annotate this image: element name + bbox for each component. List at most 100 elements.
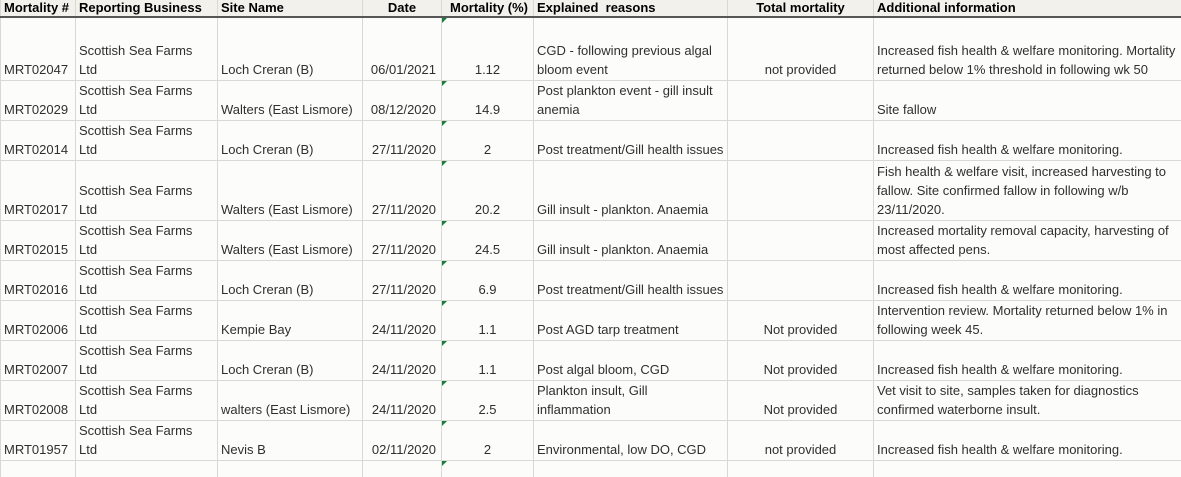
cell-reporting-business[interactable]: Scottish Sea Farms Ltd: [75, 379, 218, 421]
cell-explained-reasons[interactable]: CGD - following previous algal bloom eve…: [533, 16, 728, 81]
cell-reporting-business[interactable]: Scottish Sea Farms Ltd: [75, 159, 218, 221]
cell-date[interactable]: 24/11/2020: [362, 299, 442, 341]
column-header-reporting-business[interactable]: Reporting Business: [75, 0, 218, 18]
cell-explained-reasons[interactable]: Plankton insult, Gill inflammation: [533, 379, 728, 421]
cell-explained-reasons[interactable]: Post algal bloom, CGD: [533, 339, 728, 381]
cell-date[interactable]: 24/11/2020: [362, 339, 442, 381]
cell-mortality-pct[interactable]: 8.6: [441, 459, 534, 477]
cell-site-name[interactable]: Loch Creran (B): [217, 16, 363, 81]
cell-site-name[interactable]: Nevis B: [217, 419, 363, 461]
cell-date[interactable]: 08/12/2020: [362, 79, 442, 121]
table-row: MRT02029 Scottish Sea Farms Ltd Walters (E…: [0, 79, 1181, 121]
cell-date[interactable]: 06/01/2021: [362, 16, 442, 81]
cell-date[interactable]: 27/11/2020: [362, 219, 442, 261]
cell-site-name[interactable]: Loch Creran (B): [217, 259, 363, 301]
cell-reporting-business[interactable]: Scottish Sea Farms Ltd: [75, 299, 218, 341]
cell-additional-information[interactable]: Intervention review. Mortality returned …: [873, 299, 1181, 341]
cell-additional-information[interactable]: Increased fish health & welfare monitori…: [873, 419, 1181, 461]
cell-site-name[interactable]: Walters (East Lismore): [217, 159, 363, 221]
cell-total-mortality[interactable]: [727, 159, 874, 221]
cell-site-name[interactable]: walters (East Lismore): [217, 379, 363, 421]
cell-mortality-pct[interactable]: 2: [441, 419, 534, 461]
cell-date[interactable]: 27/11/2020: [362, 259, 442, 301]
cell-explained-reasons[interactable]: Post plankton event - gill insult anemia: [533, 79, 728, 121]
cell-mortality-pct[interactable]: 2.5: [441, 379, 534, 421]
cell-reporting-business[interactable]: Scottish Sea Farms Ltd: [75, 79, 218, 121]
cell-mortality-id[interactable]: MRT02008: [0, 379, 76, 421]
cell-date[interactable]: 27/11/2020: [362, 119, 442, 161]
cell-reporting-business[interactable]: Scottish Sea Farms Ltd: [75, 339, 218, 381]
cell-mortality-id[interactable]: MRT01956: [0, 459, 76, 477]
cell-explained-reasons[interactable]: Gill insult - plankton. Anaemia: [533, 159, 728, 221]
cell-additional-information[interactable]: Increased fish health & welfare monitori…: [873, 259, 1181, 301]
mortality-value: 2.5: [478, 401, 497, 417]
cell-mortality-id[interactable]: MRT02029: [0, 79, 76, 121]
column-header-site-name[interactable]: Site Name: [217, 0, 363, 18]
cell-explained-reasons[interactable]: Gill insult - plankton. Anaemia: [533, 219, 728, 261]
cell-reporting-business[interactable]: Scottish Sea Farms Ltd: [75, 419, 218, 461]
cell-explained-reasons[interactable]: Environmental, low DO, CGD: [533, 419, 728, 461]
cell-mortality-id[interactable]: MRT02006: [0, 299, 76, 341]
cell-additional-information[interactable]: Vet visit to site, samples taken for dia…: [873, 379, 1181, 421]
cell-mortality-pct[interactable]: 1.1: [441, 339, 534, 381]
cell-site-name[interactable]: Walters (East Lismore): [217, 79, 363, 121]
cell-additional-information[interactable]: Increased fish health & welfare monitori…: [873, 339, 1181, 381]
column-header-explained-reasons[interactable]: Explained reasons: [533, 0, 728, 18]
cell-total-mortality[interactable]: [727, 79, 874, 121]
column-header-mortality-pct[interactable]: Mortality (%): [441, 0, 534, 18]
cell-mortality-id[interactable]: MRT02014: [0, 119, 76, 161]
column-header-date[interactable]: Date: [362, 0, 442, 18]
mortality-value: 20.2: [474, 201, 501, 217]
cell-total-mortality[interactable]: [727, 219, 874, 261]
cell-additional-information[interactable]: Increased mortality removal capacity, ha…: [873, 219, 1181, 261]
cell-additional-information[interactable]: Increased fish health & welfare monitori…: [873, 119, 1181, 161]
cell-total-mortality[interactable]: Not provided: [727, 379, 874, 421]
cell-mortality-pct[interactable]: 14.9: [441, 79, 534, 121]
cell-mortality-pct[interactable]: 1.12: [441, 16, 534, 81]
cell-date[interactable]: 27/11/2020: [362, 159, 442, 221]
cell-reporting-business[interactable]: Scottish Sea Farms Ltd: [75, 219, 218, 261]
cell-mortality-pct[interactable]: 24.5: [441, 219, 534, 261]
cell-mortality-id[interactable]: MRT02016: [0, 259, 76, 301]
cell-total-mortality[interactable]: Not provided: [727, 299, 874, 341]
cell-mortality-id[interactable]: MRT02007: [0, 339, 76, 381]
cell-additional-information[interactable]: Fish health & welfare visit, increased h…: [873, 159, 1181, 221]
column-header-total-mortality[interactable]: Total mortality: [727, 0, 874, 18]
cell-reporting-business[interactable]: Scottish Sea Farms Ltd: [75, 119, 218, 161]
cell-mortality-id[interactable]: MRT02015: [0, 219, 76, 261]
cell-total-mortality[interactable]: not provided: [727, 459, 874, 477]
cell-total-mortality[interactable]: not provided: [727, 419, 874, 461]
cell-reporting-business[interactable]: Scottish Sea Farms Ltd: [75, 259, 218, 301]
cell-mortality-pct[interactable]: 20.2: [441, 159, 534, 221]
cell-reporting-business[interactable]: Scottish Sea Farms Ltd: [75, 459, 218, 477]
cell-site-name[interactable]: Loch Creran (B): [217, 459, 363, 477]
cell-mortality-id[interactable]: MRT01957: [0, 419, 76, 461]
cell-site-name[interactable]: Kempie Bay: [217, 299, 363, 341]
cell-additional-information[interactable]: Increased fish health & welfare monitori…: [873, 459, 1181, 477]
cell-site-name[interactable]: Loch Creran (B): [217, 119, 363, 161]
cell-total-mortality[interactable]: not provided: [727, 16, 874, 81]
column-header-additional-information[interactable]: Additional information: [873, 0, 1181, 18]
cell-mortality-id[interactable]: MRT02047: [0, 16, 76, 81]
cell-site-name[interactable]: Loch Creran (B): [217, 339, 363, 381]
cell-date[interactable]: 02/11/2020: [362, 419, 442, 461]
cell-explained-reasons[interactable]: Post AGD tarp treatment: [533, 299, 728, 341]
cell-mortality-pct[interactable]: 1.1: [441, 299, 534, 341]
cell-mortality-pct[interactable]: 2: [441, 119, 534, 161]
cell-additional-information[interactable]: Increased fish health & welfare monitori…: [873, 16, 1181, 81]
cell-mortality-id[interactable]: MRT02017: [0, 159, 76, 221]
cell-total-mortality[interactable]: [727, 119, 874, 161]
cell-date[interactable]: 02/11/2020: [362, 459, 442, 477]
cell-explained-reasons[interactable]: Post algal bloom, CGD: [533, 459, 728, 477]
cell-total-mortality[interactable]: [727, 259, 874, 301]
cell-mortality-pct[interactable]: 6.9: [441, 259, 534, 301]
cell-reporting-business[interactable]: Scottish Sea Farms Ltd: [75, 16, 218, 81]
cell-date[interactable]: 24/11/2020: [362, 379, 442, 421]
cell-total-mortality[interactable]: Not provided: [727, 339, 874, 381]
cell-additional-information[interactable]: Site fallow: [873, 79, 1181, 121]
cell-explained-reasons[interactable]: Post treatment/Gill health issues: [533, 119, 728, 161]
cell-site-name[interactable]: Walters (East Lismore): [217, 219, 363, 261]
cell-explained-reasons[interactable]: Post treatment/Gill health issues: [533, 259, 728, 301]
column-header-mortality-id[interactable]: Mortality #: [0, 0, 76, 18]
